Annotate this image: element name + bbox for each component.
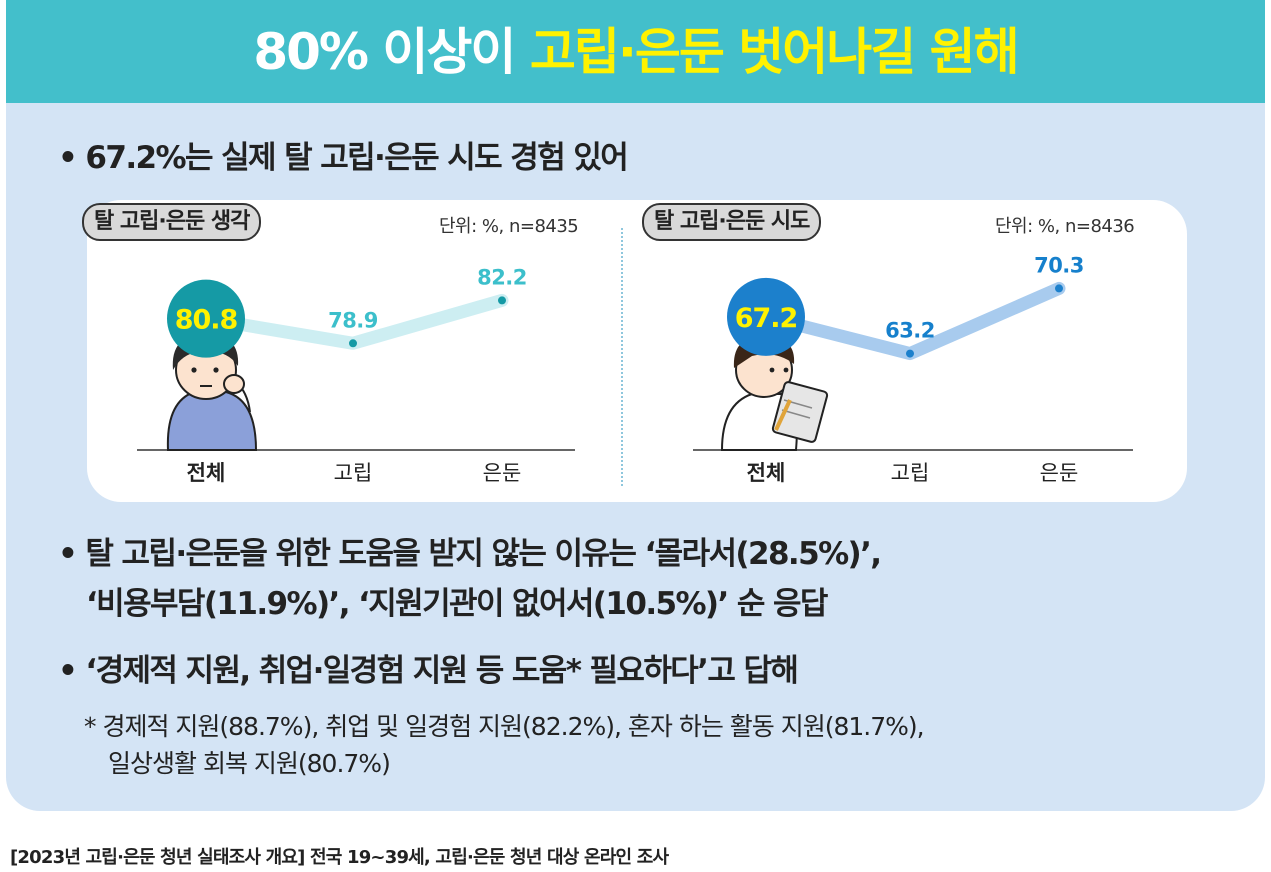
data-label-total: 67.2 [735,303,798,334]
x-tick-label: 전체 [747,461,786,485]
data-label: 82.2 [477,265,527,289]
data-label: 70.3 [1034,253,1084,277]
x-tick-label: 은둔 [483,461,522,485]
footnote-line1: * 경제적 지원(88.7%), 취업 및 일경험 지원(82.2%), 혼자 … [84,712,925,741]
unit-note-thought: 단위: %, n=8435 [439,216,579,237]
banner-title: 80% 이상이 고립·은둔 벗어나길 원해 [6,22,1265,82]
line-chart-attempt: 67.2 63.2 70.3 전체 고립 은둔 [693,253,1133,485]
x-tick-label: 고립 [334,461,373,485]
data-point [349,339,357,348]
x-tick-label: 은둔 [1040,461,1079,485]
data-point [1055,284,1063,293]
bullet-support-needed: • ‘경제적 지원, 취업·일경험 지원 등 도움* 필요하다’고 답해 [58,653,799,689]
bullet-chart-summary: • 67.2%는 실제 탈 고립·은둔 시도 경험 있어 [58,140,629,176]
footnote-line2: 일상생활 회복 지원(80.7%) [108,749,391,778]
x-tick-label: 전체 [187,461,226,485]
banner-title-highlight: 고립·은둔 벗어나길 원해 [529,23,1020,81]
data-point [906,349,914,358]
x-tick-label: 고립 [891,461,930,485]
data-label-total: 80.8 [175,305,238,336]
unit-note-attempt: 단위: %, n=8436 [995,216,1135,237]
data-point [498,296,506,305]
bullet-reasons-line1: • 탈 고립·은둔을 위한 도움을 받지 않는 이유는 ‘몰라서(28.5%)’… [58,536,882,572]
chart-card [87,200,1187,502]
data-label: 78.9 [328,308,378,332]
title-banner: 80% 이상이 고립·은둔 벗어나길 원해 [6,0,1265,103]
survey-source-note: [2023년 고립·은둔 청년 실태조사 개요] 전국 19~39세, 고립·은… [10,847,669,868]
chart-title-thought: 탈 고립·은둔 생각 [82,203,262,241]
line-chart-thought: 80.8 78.9 82.2 전체 고립 은둔 [137,265,575,485]
bullet-reasons-line2: ‘비용부담(11.9%)’, ‘지원기관이 없어서(10.5%)’ 순 응답 [86,586,828,622]
chart-divider [621,228,623,486]
banner-title-prefix: 80% 이상이 [253,23,530,81]
data-point-total [727,277,805,356]
chart-title-attempt: 탈 고립·은둔 시도 [642,203,822,241]
data-label: 63.2 [885,319,935,343]
data-point-total [167,279,245,358]
